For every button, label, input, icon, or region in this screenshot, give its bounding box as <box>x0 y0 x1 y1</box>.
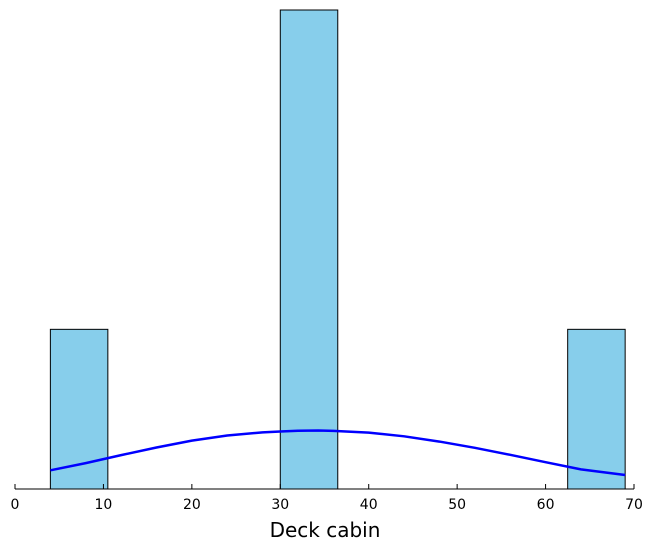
x-tick-label-10: 10 <box>95 497 113 513</box>
x-tick-label-60: 60 <box>537 497 555 513</box>
density-curve-layer <box>50 429 626 477</box>
histogram-bar-2 <box>567 328 626 490</box>
histogram-bar-0 <box>49 328 109 490</box>
x-tick-label-70: 70 <box>625 497 643 513</box>
x-tick-label-0: 0 <box>11 497 20 513</box>
x-axis: 0 10 20 30 40 50 60 70 <box>11 484 643 513</box>
histogram-bars <box>49 9 626 490</box>
x-tick-label-50: 50 <box>448 497 466 513</box>
x-tick-label-30: 30 <box>271 497 289 513</box>
x-tick-label-40: 40 <box>360 497 378 513</box>
x-axis-title: Deck cabin <box>270 518 381 542</box>
histogram-bar-1 <box>279 9 339 490</box>
density-curve <box>50 429 626 477</box>
x-tick-label-20: 20 <box>183 497 201 513</box>
